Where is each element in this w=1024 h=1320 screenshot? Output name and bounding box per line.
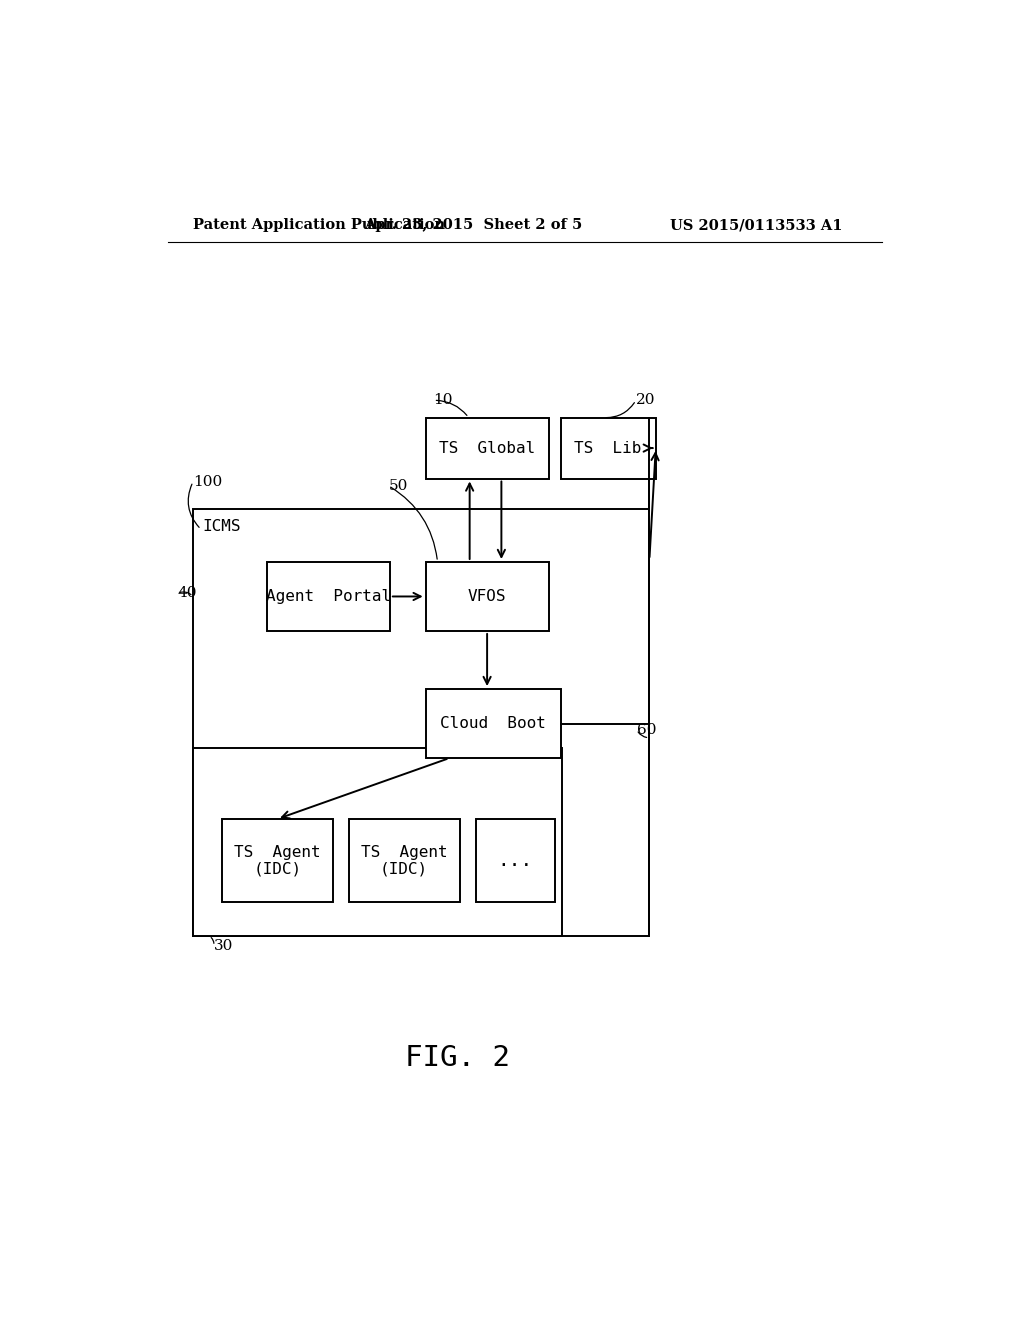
Text: 100: 100 (194, 475, 222, 488)
Text: Agent  Portal: Agent Portal (266, 589, 391, 605)
Bar (194, 748, 562, 936)
Text: 60: 60 (637, 722, 656, 737)
Text: US 2015/0113533 A1: US 2015/0113533 A1 (670, 219, 842, 232)
Bar (194, 510, 649, 936)
Bar (426, 417, 549, 479)
Bar (475, 818, 555, 903)
Text: Apr. 23, 2015  Sheet 2 of 5: Apr. 23, 2015 Sheet 2 of 5 (365, 219, 583, 232)
Text: TS  Lib: TS Lib (574, 441, 642, 455)
Text: 20: 20 (636, 393, 655, 408)
Text: 10: 10 (433, 393, 453, 408)
Text: TS  Global: TS Global (439, 441, 536, 455)
Text: VFOS: VFOS (468, 589, 506, 605)
Bar (348, 818, 460, 903)
Text: Cloud  Boot: Cloud Boot (440, 715, 546, 731)
Text: ICMS: ICMS (203, 519, 241, 535)
Text: ...: ... (498, 851, 532, 870)
Bar (221, 818, 333, 903)
Bar (560, 417, 655, 479)
Bar (267, 562, 390, 631)
Text: FIG. 2: FIG. 2 (404, 1044, 510, 1072)
Bar (426, 562, 549, 631)
Text: TS  Agent
(IDC): TS Agent (IDC) (360, 845, 447, 876)
Text: Patent Application Publication: Patent Application Publication (194, 219, 445, 232)
Text: 30: 30 (214, 939, 233, 953)
Bar (426, 689, 560, 758)
Text: 50: 50 (388, 479, 408, 492)
Text: 40: 40 (177, 586, 197, 601)
Text: TS  Agent
(IDC): TS Agent (IDC) (233, 845, 321, 876)
